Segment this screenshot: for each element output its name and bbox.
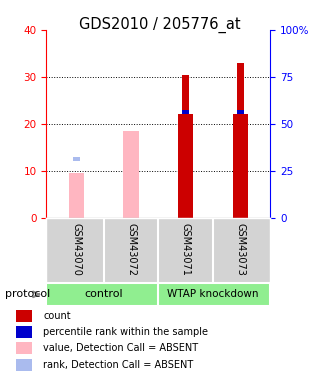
Bar [233, 114, 248, 218]
Text: GSM43071: GSM43071 [181, 223, 191, 276]
Bar [182, 110, 189, 114]
Text: rank, Detection Call = ABSENT: rank, Detection Call = ABSENT [43, 360, 193, 370]
Text: GSM43073: GSM43073 [235, 223, 245, 276]
Bar [73, 157, 80, 161]
Bar [182, 75, 189, 217]
Text: GDS2010 / 205776_at: GDS2010 / 205776_at [79, 17, 241, 33]
Text: count: count [43, 311, 71, 321]
Bar [16, 358, 32, 370]
Bar [178, 114, 193, 218]
Bar [16, 310, 32, 322]
Bar [237, 110, 244, 114]
Text: WTAP knockdown: WTAP knockdown [167, 290, 259, 299]
Text: percentile rank within the sample: percentile rank within the sample [43, 327, 208, 337]
Text: value, Detection Call = ABSENT: value, Detection Call = ABSENT [43, 343, 198, 353]
Text: GSM43070: GSM43070 [71, 223, 82, 276]
Text: GSM43072: GSM43072 [126, 223, 136, 276]
Bar [237, 63, 244, 217]
Text: control: control [84, 290, 123, 299]
Bar [124, 131, 139, 218]
Text: protocol: protocol [5, 290, 50, 299]
Bar [16, 326, 32, 338]
Bar [16, 342, 32, 354]
Bar [69, 173, 84, 217]
